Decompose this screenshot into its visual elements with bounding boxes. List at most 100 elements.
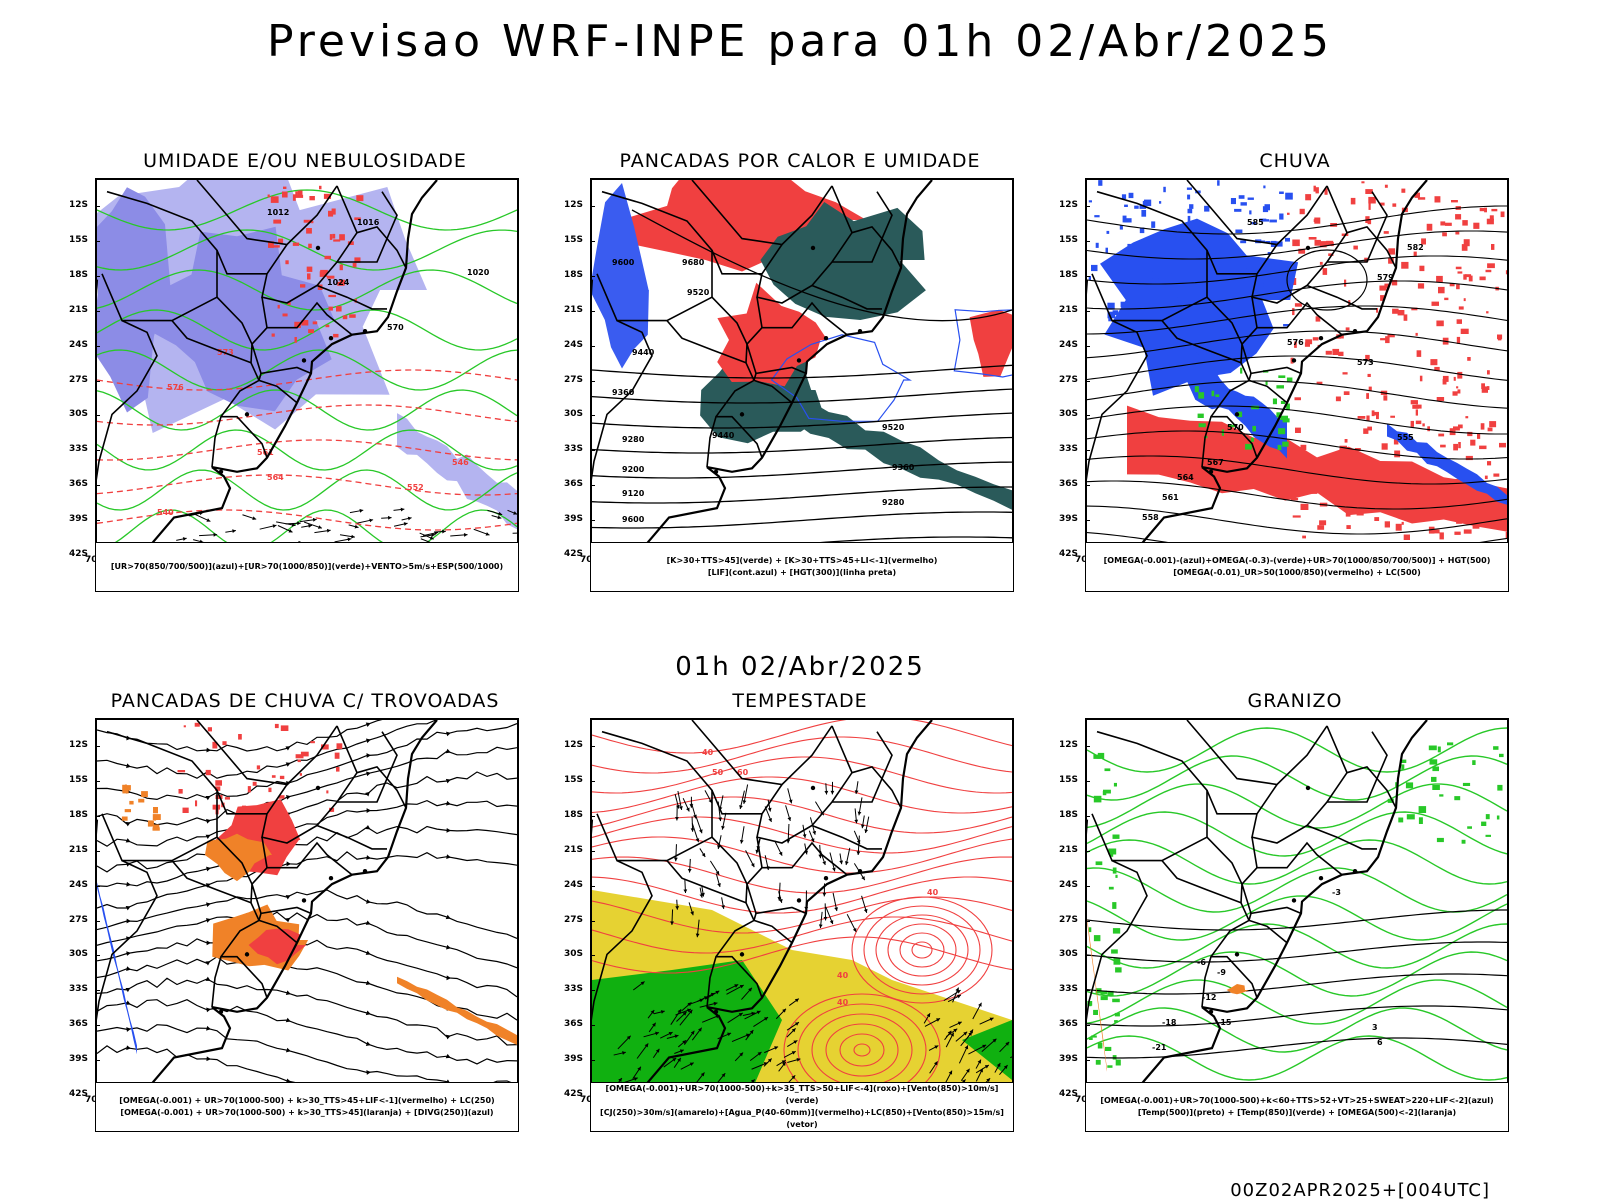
contour-label: 1024 [327, 278, 350, 287]
rain-red-cell [1345, 439, 1348, 443]
rain-red-cell [1436, 276, 1443, 283]
rain-red-cell [1454, 532, 1460, 535]
stream-arrow [206, 1056, 211, 1061]
border-line [1242, 868, 1301, 914]
rain-red-cell [1309, 237, 1317, 240]
rain-red-cell [1292, 308, 1294, 315]
rain-red-cell [1485, 476, 1488, 480]
storm-red-cell [337, 743, 343, 749]
rain-red-cell [1486, 270, 1492, 272]
lat-tick-label: 30S [1059, 949, 1078, 959]
lat-tick [95, 746, 100, 747]
stream-arrow [446, 854, 451, 859]
storm-orange-cell [122, 789, 128, 793]
storm-orange-cell [129, 801, 133, 805]
lat-tick-label: 27S [69, 915, 88, 925]
border-line [97, 861, 157, 1095]
storm-orange-cell [154, 814, 156, 820]
temp850-green-contour [1087, 812, 1507, 856]
city-marker [219, 1010, 223, 1014]
city-marker [1319, 876, 1323, 880]
lat-tick-label: 33S [69, 444, 88, 454]
stream-arrow [206, 902, 211, 907]
temp850-green-contour [1087, 868, 1507, 912]
rain-blue-cell [1124, 218, 1131, 222]
temp850-green-contour [1087, 756, 1507, 800]
rain-blue-cell [1124, 205, 1128, 207]
stream-arrow [366, 1070, 371, 1075]
lat-tick [1085, 485, 1090, 486]
rain-red-cell [1467, 357, 1471, 361]
rain-red-cell [1374, 517, 1379, 521]
rain-red-cell [1465, 274, 1471, 277]
lat-tick-label: 33S [564, 444, 583, 454]
lat-tick [95, 781, 100, 782]
rain-blue-cell [1107, 231, 1110, 234]
lat-tick-label: 24S [69, 340, 88, 350]
rain-red-cell [1470, 440, 1475, 446]
rain-blue-cell [1240, 268, 1247, 271]
hgt500-closed-contour [1287, 250, 1367, 310]
rain-blue-cell [1277, 285, 1282, 287]
panel-title: CHUVA [1085, 150, 1505, 172]
rain-red-cell [1320, 262, 1323, 265]
contour-label: 9360 [892, 463, 915, 472]
red-contour-fragment [285, 260, 288, 264]
green-contour-fragment [1112, 999, 1120, 1003]
rain-red-cell [1493, 474, 1499, 477]
rain-red-cell [1501, 212, 1505, 218]
rain-red-cell [1490, 215, 1494, 220]
city-marker [1353, 329, 1357, 333]
storm-red-cell [225, 797, 230, 800]
lat-tick-label: 15S [1059, 775, 1078, 785]
rain-red-cell [1455, 232, 1459, 235]
lat-tick-label: 30S [69, 409, 88, 419]
red-contour-fragment [309, 196, 315, 200]
stream-arrow [286, 795, 291, 800]
lat-tick-label: 21S [1059, 305, 1078, 315]
rain-blue-cell [1285, 238, 1290, 242]
contour-label: -6 [1197, 958, 1206, 967]
border-line [1207, 790, 1257, 814]
panel-title: PANCADAS DE CHUVA C/ TROVOADAS [95, 690, 515, 712]
lc250-streamline [97, 724, 517, 800]
rain-red-cell [1438, 434, 1444, 437]
lat-tick [1085, 276, 1090, 277]
storm-red-cell [335, 753, 340, 759]
border-line [1162, 837, 1242, 903]
contour-label: 9520 [687, 288, 710, 297]
lat-tick [1085, 1060, 1090, 1061]
rain-blue-cell [1089, 200, 1092, 202]
rain-blue-cell [1225, 260, 1233, 265]
border-line [337, 732, 397, 802]
rain-red-cell [1451, 200, 1458, 202]
red-contour-fragment [282, 192, 288, 198]
rain-red-cell [1411, 421, 1414, 427]
wind-arrowhead [359, 509, 363, 513]
rain-green-cell [1252, 426, 1256, 432]
lat-tick-label: 15S [1059, 235, 1078, 245]
omega500-orange-area [1227, 984, 1249, 994]
green-contour-fragment [1481, 822, 1486, 826]
lat-tick [1085, 921, 1090, 922]
border-line [1307, 286, 1377, 309]
lat-tick-label: 18S [1059, 270, 1078, 280]
lat-tick-label: 24S [1059, 340, 1078, 350]
green-contour-fragment [1407, 814, 1415, 819]
red-contour-fragment [328, 211, 333, 217]
wind-arrowhead [388, 516, 392, 520]
rain-red-cell [1491, 244, 1494, 250]
city-marker [1235, 412, 1239, 416]
rain-red-cell [1458, 389, 1461, 393]
wind-arrowhead [404, 522, 408, 526]
contour-label: 570 [1227, 423, 1244, 432]
red-contour-fragment [306, 228, 312, 234]
city-marker [714, 1010, 718, 1014]
green-contour-fragment [1462, 840, 1466, 844]
rain-red-cell [1456, 267, 1462, 270]
hgt300-contour [592, 487, 1012, 503]
